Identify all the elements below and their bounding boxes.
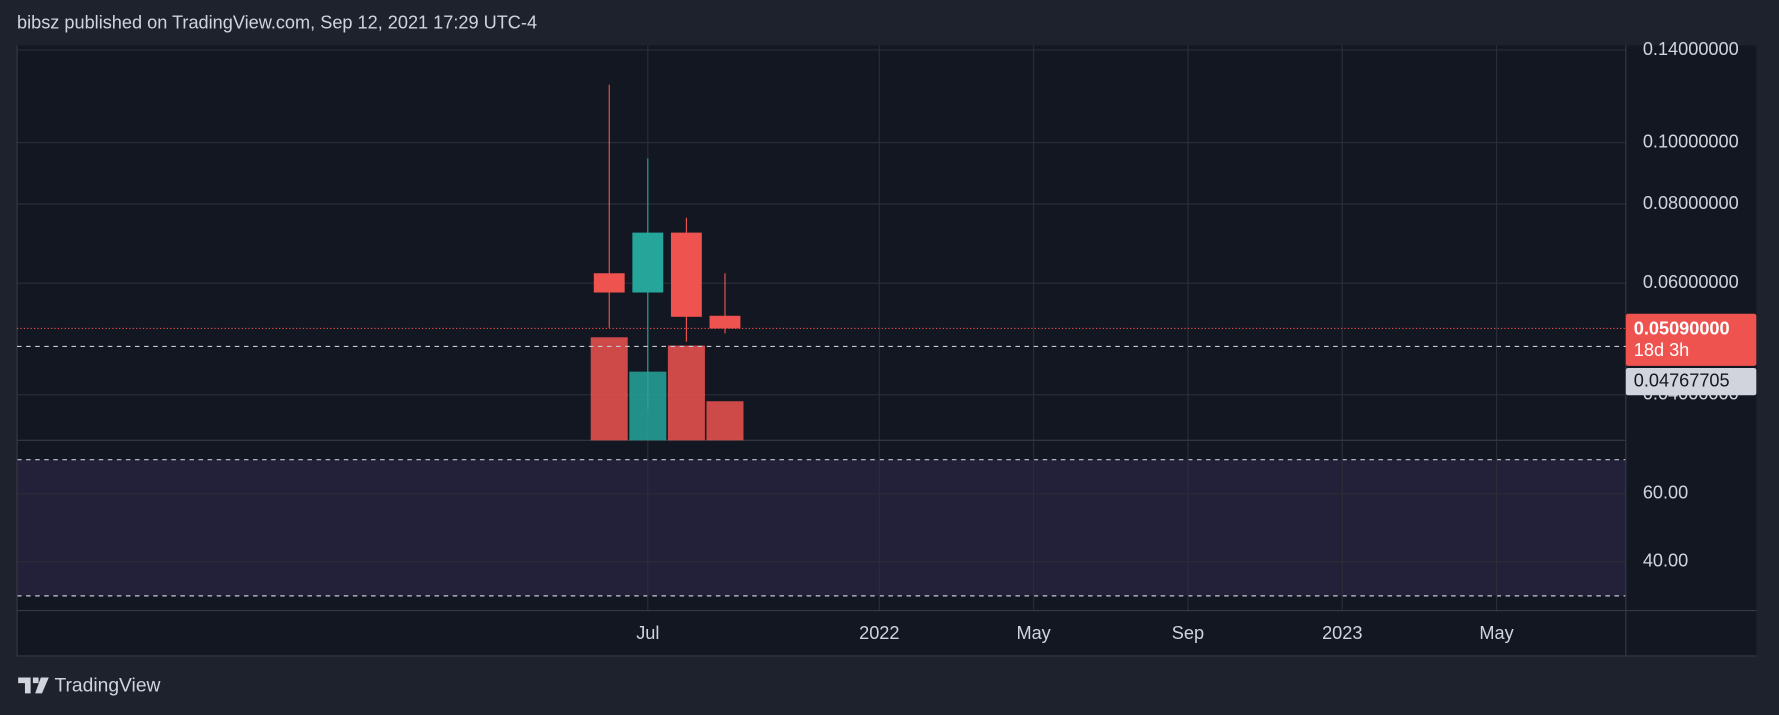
y-tick-label: 0.06000000 — [1643, 272, 1739, 292]
last-price-label: 0.05090000 — [1634, 318, 1730, 338]
x-tick-label: May — [1479, 623, 1514, 643]
logo — [18, 677, 49, 694]
x-tick-label: May — [1016, 623, 1051, 643]
y-tick-label: 60.00 — [1643, 483, 1688, 503]
volume-bar — [667, 345, 705, 441]
countdown-label: 18d 3h — [1634, 340, 1690, 360]
y-tick-label: 40.00 — [1643, 551, 1688, 571]
reference-badge — [1625, 368, 1757, 396]
candle-body — [670, 232, 702, 317]
y-tick-label: 0.10000000 — [1643, 131, 1739, 151]
header-title: bibsz published on TradingView.com, Sep … — [17, 13, 537, 33]
chart-area — [17, 45, 1757, 656]
footer-brand: TradingView — [54, 676, 160, 697]
volume-bar — [706, 401, 744, 441]
rsi-band — [17, 459, 1626, 596]
x-tick-label: Jul — [636, 623, 659, 643]
volume-bar — [590, 337, 628, 441]
reference-label: 0.04767705 — [1634, 370, 1730, 390]
candle-body — [709, 315, 741, 329]
x-tick-label: 2023 — [1322, 623, 1362, 643]
candle-body — [593, 273, 625, 293]
x-tick-label: Sep — [1172, 623, 1204, 643]
last-price-badge — [1625, 313, 1757, 366]
y-tick-label: 0.08000000 — [1643, 193, 1739, 213]
y-tick-label: 0.14000000 — [1643, 39, 1739, 59]
candle-body — [632, 232, 664, 293]
x-tick-label: 2022 — [859, 623, 899, 643]
